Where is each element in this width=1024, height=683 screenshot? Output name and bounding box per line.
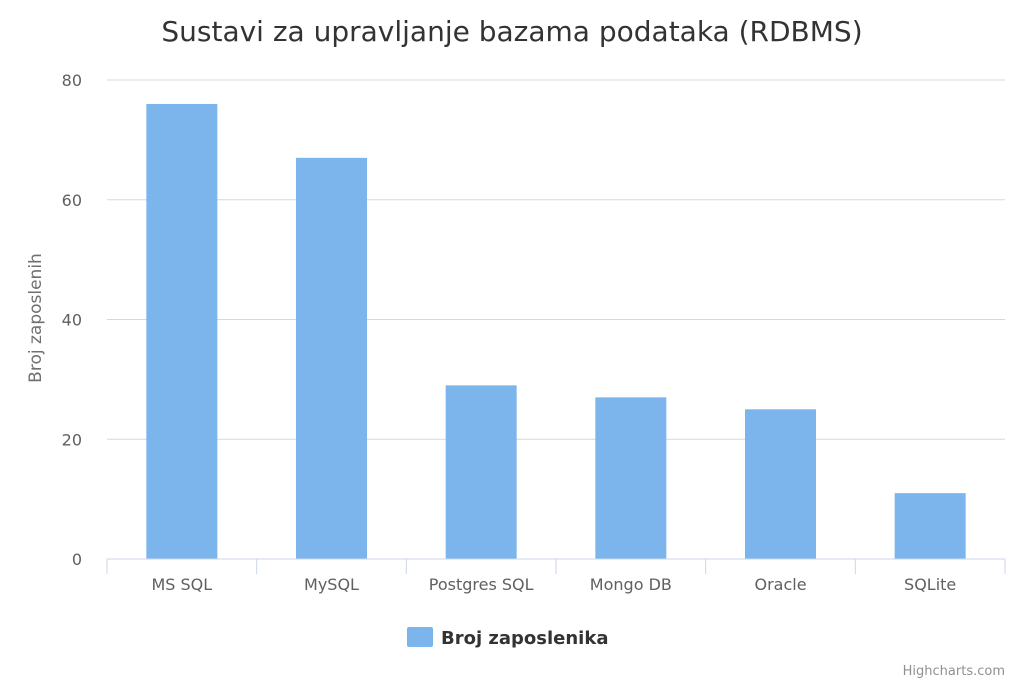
y-tick-label: 40 — [62, 311, 82, 330]
credits-link[interactable]: Highcharts.com — [903, 664, 1005, 679]
legend-swatch — [407, 627, 433, 647]
y-tick-label: 20 — [62, 430, 82, 449]
x-tick-label: MS SQL — [151, 575, 212, 594]
bar — [745, 409, 816, 559]
x-axis-labels: MS SQL MySQL Postgres SQL Mongo DB Oracle SQL… — [151, 575, 956, 594]
x-tick-label: SQLite — [904, 575, 956, 594]
x-tick-label: Mongo DB — [590, 575, 672, 594]
bar — [894, 493, 966, 559]
x-tick-label: Oracle — [754, 575, 806, 594]
x-tick-label: MySQL — [304, 575, 359, 594]
y-tick-label: 60 — [62, 191, 82, 210]
bar — [445, 385, 517, 559]
chart-title: Sustavi za upravljanje bazama podataka (… — [161, 15, 862, 48]
y-tick-label: 80 — [62, 71, 82, 90]
bar — [296, 157, 367, 559]
legend-label: Broj zaposlenika — [441, 628, 608, 649]
gridlines — [107, 79, 1005, 440]
bar — [146, 103, 218, 559]
y-axis-ticks: 0 20 40 60 80 — [62, 71, 82, 569]
legend-item[interactable]: Broj zaposlenika — [407, 627, 608, 649]
y-tick-label: 0 — [72, 550, 82, 569]
y-axis-title: Broj zaposlenih — [26, 253, 46, 383]
x-tick-label: Postgres SQL — [429, 575, 534, 594]
bars — [146, 103, 966, 559]
x-axis-ticks — [106, 559, 1006, 574]
bar — [595, 397, 667, 559]
